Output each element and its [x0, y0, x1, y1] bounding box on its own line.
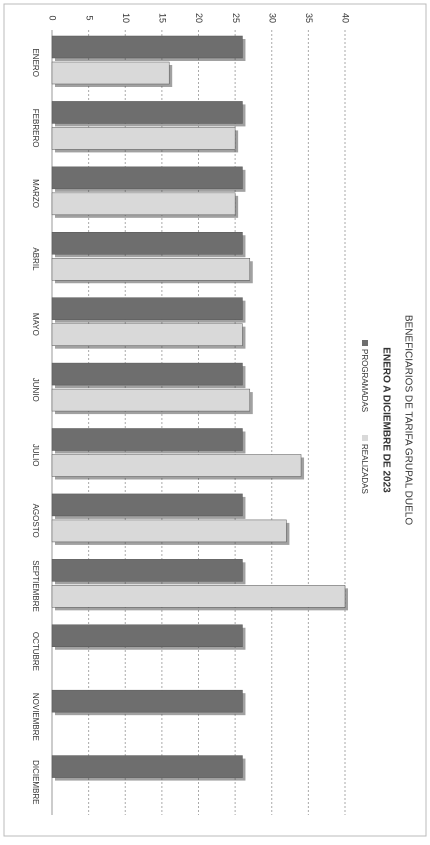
bar	[51, 101, 243, 124]
bar	[51, 624, 243, 647]
bar	[51, 297, 243, 320]
bar	[51, 388, 251, 412]
x-tick-label: DICIEMBRE	[31, 760, 40, 804]
bar	[51, 428, 243, 451]
y-tick-label: 30	[267, 13, 277, 23]
bar	[51, 362, 243, 386]
bar	[51, 232, 243, 255]
y-tick-label: 10	[121, 13, 131, 23]
bar	[51, 689, 243, 713]
rotated-chart: BENEFICIARIOS DE TARIFA GRUPAL DUELO ENE…	[31, 13, 413, 815]
frame	[3, 3, 427, 837]
legend-label: REALIZADAS	[360, 444, 369, 494]
x-tick-label: MAYO	[31, 313, 40, 336]
bar	[51, 454, 302, 477]
y-tick-label: 20	[194, 13, 204, 23]
bar	[51, 519, 287, 543]
bar	[51, 192, 236, 216]
x-tick-label: SEPTIEMBRE	[31, 560, 40, 612]
bar	[51, 258, 251, 281]
bar	[51, 323, 243, 346]
bar	[51, 127, 236, 150]
bar	[51, 755, 243, 778]
y-tick-label: 5	[84, 15, 94, 20]
bar	[51, 585, 346, 608]
x-tick-label: NOVIEMBRE	[31, 693, 40, 741]
legend-swatch	[362, 340, 368, 346]
x-tick-label: JUNIO	[31, 378, 40, 402]
y-tick-label: 0	[48, 15, 58, 20]
chart-title: BENEFICIARIOS DE TARIFA GRUPAL DUELO	[402, 315, 413, 525]
bar	[51, 166, 243, 190]
x-tick-label: JULIO	[31, 444, 40, 467]
chart-subtitle: ENERO A DICIEMBRE DE 2023	[380, 347, 391, 493]
bar	[51, 35, 243, 59]
x-tick-label: AGOSTO	[31, 504, 40, 538]
y-tick-label: 35	[304, 13, 314, 23]
x-tick-label: ABRIL	[31, 247, 40, 271]
bar	[51, 559, 243, 582]
x-tick-label: FEBRERO	[31, 109, 40, 148]
x-tick-label: MARZO	[31, 179, 40, 208]
x-tick-label: OCTUBRE	[31, 632, 40, 671]
bar	[51, 493, 243, 517]
y-tick-label: 25	[231, 13, 241, 23]
x-tick-label: ENERO	[31, 48, 40, 76]
y-tick-label: 40	[341, 13, 351, 23]
y-tick-label: 15	[158, 13, 168, 23]
legend-swatch	[362, 435, 368, 441]
bar	[51, 61, 170, 85]
legend-label: PROGRAMADAS	[360, 349, 369, 412]
